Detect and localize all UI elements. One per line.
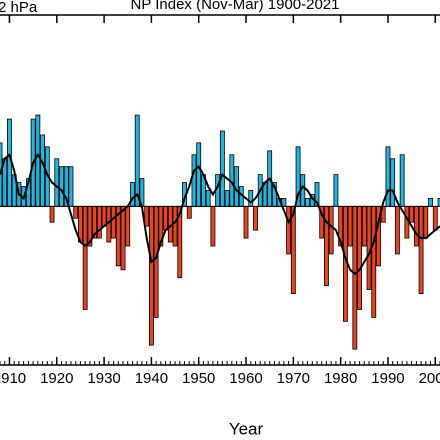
bar: [82, 205, 88, 310]
bar: [68, 166, 74, 207]
bar: [357, 205, 362, 310]
x-tick-label: 1980: [324, 370, 357, 387]
bar: [134, 114, 140, 207]
x-tick-label: 1990: [371, 370, 404, 387]
bar: [418, 205, 424, 294]
bar: [361, 205, 367, 247]
bar: [243, 205, 249, 239]
bar: [101, 205, 107, 227]
bar: [253, 205, 258, 231]
bar: [352, 205, 358, 350]
bar: [210, 205, 216, 247]
bar: [390, 158, 396, 207]
bar: [432, 205, 438, 231]
x-tick-label: 2000: [419, 370, 440, 387]
bar: [409, 205, 415, 223]
bar: [125, 205, 131, 247]
chart-title: NP Index (Nov-Mar) 1900-2021: [131, 0, 340, 13]
x-tick-label: 1970: [277, 370, 310, 387]
bar: [40, 134, 45, 207]
bar: [286, 205, 292, 255]
x-tick-label: 1940: [135, 370, 168, 387]
x-tick-label: 1950: [182, 370, 215, 387]
bar: [413, 205, 419, 247]
bar: [248, 190, 254, 207]
bar: [219, 130, 225, 207]
y-axis-label: 2 hPa: [0, 0, 38, 16]
smooth-line: [0, 152, 440, 276]
bar: [305, 197, 310, 207]
bar: [59, 166, 64, 207]
bar: [163, 205, 169, 231]
bar: [73, 205, 79, 219]
x-tick-label: 1930: [87, 370, 120, 387]
x-tick-label: 1910: [0, 370, 26, 387]
bar: [205, 190, 211, 207]
bar: [371, 205, 377, 318]
bar: [196, 142, 202, 207]
bar: [172, 205, 178, 247]
bar: [333, 174, 339, 207]
bar: [111, 205, 116, 239]
bar: [130, 182, 135, 207]
x-axis-label: Year: [229, 419, 264, 438]
bar: [153, 205, 159, 318]
bar: [399, 154, 405, 207]
bar: [96, 205, 102, 239]
bar: [395, 205, 400, 255]
x-tick-label: 1920: [40, 370, 73, 387]
bar: [290, 205, 296, 294]
bar: [120, 205, 126, 271]
bar: [437, 197, 440, 207]
bar: [191, 154, 197, 207]
x-tick-label: 1960: [229, 370, 262, 387]
bar: [347, 205, 353, 247]
bar: [35, 114, 41, 207]
bar: [423, 205, 429, 239]
bar: [224, 190, 230, 207]
bar: [148, 205, 154, 346]
bar: [428, 197, 433, 207]
bar: [186, 205, 192, 219]
bar: [385, 146, 391, 207]
bar: [54, 158, 60, 207]
bar: [49, 205, 55, 223]
bar: [328, 205, 334, 255]
